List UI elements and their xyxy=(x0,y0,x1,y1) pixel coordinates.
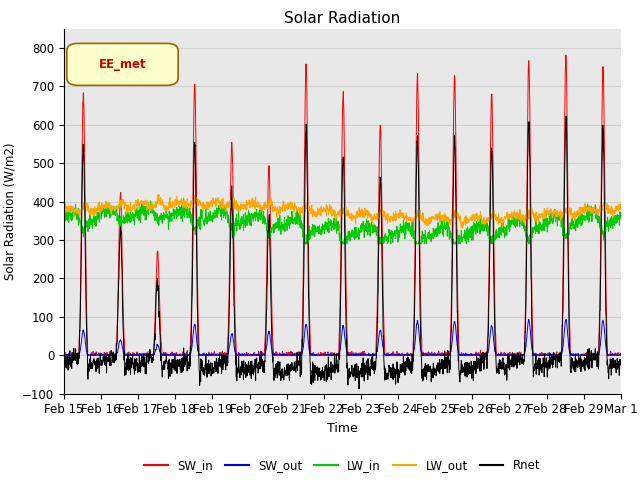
LW_in xyxy=(301,241,308,247)
LW_in xyxy=(568,222,576,228)
Line: SW_in: SW_in xyxy=(64,55,621,355)
Line: LW_in: LW_in xyxy=(64,199,621,244)
LW_out xyxy=(458,226,466,231)
LW_in xyxy=(617,211,625,216)
X-axis label: Time: Time xyxy=(327,422,358,435)
Rnet xyxy=(563,113,570,119)
LW_in xyxy=(216,204,223,209)
SW_out xyxy=(371,352,378,358)
SW_out xyxy=(584,352,591,358)
Rnet xyxy=(371,369,379,374)
SW_out xyxy=(617,352,625,358)
Line: LW_out: LW_out xyxy=(64,194,621,228)
SW_out xyxy=(504,352,512,358)
Title: Solar Radiation: Solar Radiation xyxy=(284,11,401,26)
Rnet xyxy=(359,374,367,380)
SW_out xyxy=(358,352,366,358)
Rnet xyxy=(355,386,363,392)
LW_out xyxy=(155,192,163,197)
Rnet xyxy=(216,358,223,363)
SW_in xyxy=(568,351,576,357)
LW_out xyxy=(60,205,68,211)
LW_in xyxy=(584,202,591,207)
Rnet xyxy=(584,347,591,352)
Line: SW_out: SW_out xyxy=(64,319,621,355)
SW_in xyxy=(617,351,625,357)
SW_in xyxy=(60,351,68,357)
LW_in xyxy=(371,222,379,228)
SW_in xyxy=(562,52,570,58)
SW_in xyxy=(584,351,591,357)
LW_in xyxy=(359,222,367,228)
Line: Rnet: Rnet xyxy=(64,116,621,389)
Text: EE_met: EE_met xyxy=(99,58,147,71)
LW_out xyxy=(371,213,379,218)
LW_in xyxy=(505,224,513,229)
SW_out xyxy=(525,316,532,322)
SW_out xyxy=(216,352,223,358)
LW_out xyxy=(505,214,513,220)
LW_out xyxy=(359,207,367,213)
LW_out xyxy=(617,205,625,211)
SW_in xyxy=(359,351,367,357)
SW_out xyxy=(568,351,575,357)
LW_out xyxy=(568,216,576,221)
FancyBboxPatch shape xyxy=(67,43,178,85)
SW_in xyxy=(216,350,223,356)
Y-axis label: Solar Radiation (W/m2): Solar Radiation (W/m2) xyxy=(4,143,17,280)
LW_in xyxy=(60,216,68,221)
SW_in xyxy=(371,352,379,358)
LW_in xyxy=(180,196,188,202)
Rnet xyxy=(617,357,625,362)
SW_out xyxy=(60,352,68,358)
SW_in xyxy=(504,351,512,357)
LW_out xyxy=(584,206,591,212)
Rnet xyxy=(568,360,576,365)
SW_in xyxy=(60,352,68,358)
Legend: SW_in, SW_out, LW_in, LW_out, Rnet: SW_in, SW_out, LW_in, LW_out, Rnet xyxy=(140,454,545,477)
LW_out xyxy=(216,201,223,207)
Rnet xyxy=(60,360,68,366)
Rnet xyxy=(504,364,512,370)
